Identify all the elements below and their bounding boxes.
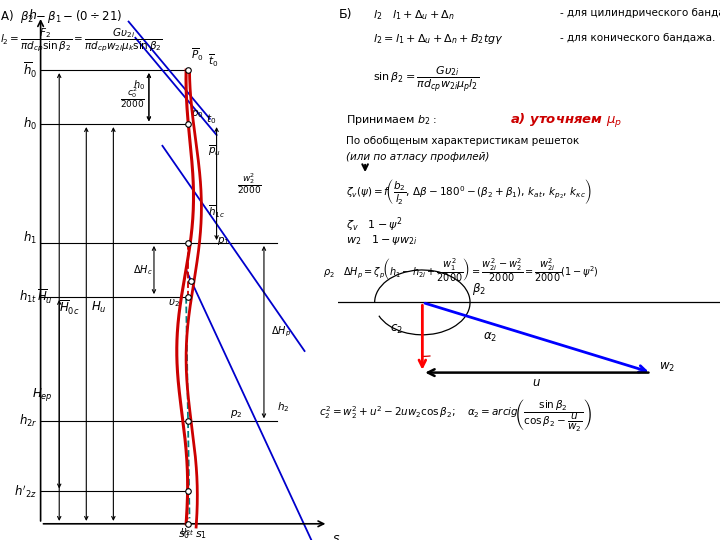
Text: $\overline{t}_0$: $\overline{t}_0$ (208, 52, 218, 69)
Text: (или по атласу профилей): (или по атласу профилей) (346, 152, 490, 163)
Text: $\overline{P}_0$: $\overline{P}_0$ (192, 47, 204, 63)
Text: $\overline{H}_u$: $\overline{H}_u$ (37, 288, 53, 306)
Text: $h_1$: $h_1$ (23, 230, 37, 246)
Text: $p_0$: $p_0$ (192, 108, 204, 120)
Text: $p_2$: $p_2$ (230, 408, 243, 420)
Text: $\Delta H_p$: $\Delta H_p$ (271, 325, 291, 339)
Text: $\zeta_v \quad 1 - \psi^2$: $\zeta_v \quad 1 - \psi^2$ (346, 215, 402, 233)
Text: По обобщеным характеристикам решеток: По обобщеным характеристикам решеток (346, 136, 580, 146)
Text: $l_2 = l_1 + \Delta_u + \Delta_n + B_2tg\gamma$: $l_2 = l_1 + \Delta_u + \Delta_n + B_2tg… (373, 32, 503, 46)
Text: $\upsilon_{2t}$: $\upsilon_{2t}$ (181, 526, 195, 538)
Text: $u$: $u$ (532, 376, 541, 389)
Text: $s_1$: $s_1$ (195, 529, 207, 540)
Text: $h_0$: $h_0$ (133, 78, 145, 92)
Text: $h_{1t}$: $h_{1t}$ (19, 289, 37, 305)
Text: $p_1$: $p_1$ (217, 235, 229, 247)
Text: Б): Б) (338, 8, 352, 21)
Text: $w_2 \quad 1 - \psi w_{2i}$: $w_2 \quad 1 - \psi w_{2i}$ (346, 233, 418, 247)
Text: Принимаем $b_2$ :: Принимаем $b_2$ : (346, 113, 438, 127)
Text: $h_2$: $h_2$ (277, 400, 290, 414)
Text: $\zeta_v(\psi) = f\!\left(\dfrac{b_2}{l_2},\,\Delta\beta - 180^0 - (\beta_2+\bet: $\zeta_v(\psi) = f\!\left(\dfrac{b_2}{l_… (346, 177, 592, 206)
Text: $\sin\beta_2 = \dfrac{G\upsilon_{2i}}{\pi d_{cp}w_{2i}\mu_p l_2}$: $\sin\beta_2 = \dfrac{G\upsilon_{2i}}{\p… (373, 65, 479, 94)
Text: $\alpha_2$: $\alpha_2$ (483, 331, 498, 345)
Text: - для конического бандажа.: - для конического бандажа. (559, 32, 715, 43)
Text: $s_0$: $s_0$ (179, 529, 191, 540)
Text: $l_2 = \dfrac{F_2}{\pi d_{cp}\sin\beta_2} = \dfrac{G\upsilon_{2i}}{\pi d_{cp}w_{: $l_2 = \dfrac{F_2}{\pi d_{cp}\sin\beta_2… (0, 27, 163, 55)
Text: $\Delta H_c$: $\Delta H_c$ (132, 263, 153, 277)
Text: $\dfrac{c_0^2}{2000}$: $\dfrac{c_0^2}{2000}$ (120, 85, 145, 110)
Text: $\overline{h}_0$: $\overline{h}_0$ (23, 60, 37, 80)
Text: $h_{2r}$: $h_{2r}$ (19, 413, 37, 429)
Text: $H_{ep}$: $H_{ep}$ (32, 386, 53, 403)
Text: $H_u$: $H_u$ (91, 300, 107, 315)
Text: $\rho_2 \quad \Delta H_p = \zeta_p\!\left(h_1 - h_{2i} + \dfrac{w_1^2}{2000}\rig: $\rho_2 \quad \Delta H_p = \zeta_p\!\lef… (323, 256, 599, 285)
Text: $h_0$: $h_0$ (23, 116, 37, 132)
Text: $l_2 \quad l_1 + \Delta_u + \Delta_n$: $l_2 \quad l_1 + \Delta_u + \Delta_n$ (373, 8, 454, 22)
Text: $\overline{h}_{1c}$: $\overline{h}_{1c}$ (208, 204, 225, 220)
Text: $c_2^2 = w_2^2 + u^2 - 2uw_2\cos\beta_2;\quad\alpha_2 = arcig\!\left(\dfrac{\sin: $c_2^2 = w_2^2 + u^2 - 2uw_2\cos\beta_2;… (320, 397, 593, 433)
Text: $s$: $s$ (332, 532, 340, 540)
Text: $\overline{H}_{0c}$: $\overline{H}_{0c}$ (59, 299, 79, 317)
Text: А)  $\beta_2 - \beta_1 - (0 \div 21)$: А) $\beta_2 - \beta_1 - (0 \div 21)$ (0, 8, 122, 25)
Text: а) уточняем $\mu_p$: а) уточняем $\mu_p$ (510, 112, 622, 130)
Text: $c_2$: $c_2$ (390, 323, 403, 336)
Text: $\upsilon_2$: $\upsilon_2$ (168, 297, 179, 309)
Text: $h'_{2z}$: $h'_{2z}$ (14, 483, 37, 500)
Text: $h$: $h$ (28, 8, 37, 22)
Text: $\beta_2$: $\beta_2$ (472, 281, 486, 296)
Text: $w_2$: $w_2$ (659, 361, 675, 374)
Text: $t_0$: $t_0$ (207, 112, 217, 126)
Text: $\dfrac{w_2^2}{2000}$: $\dfrac{w_2^2}{2000}$ (237, 171, 262, 196)
Text: $\overline{p}_u$: $\overline{p}_u$ (208, 143, 221, 158)
Text: - для цилиндрического бандажа;: - для цилиндрического бандажа; (559, 8, 720, 18)
